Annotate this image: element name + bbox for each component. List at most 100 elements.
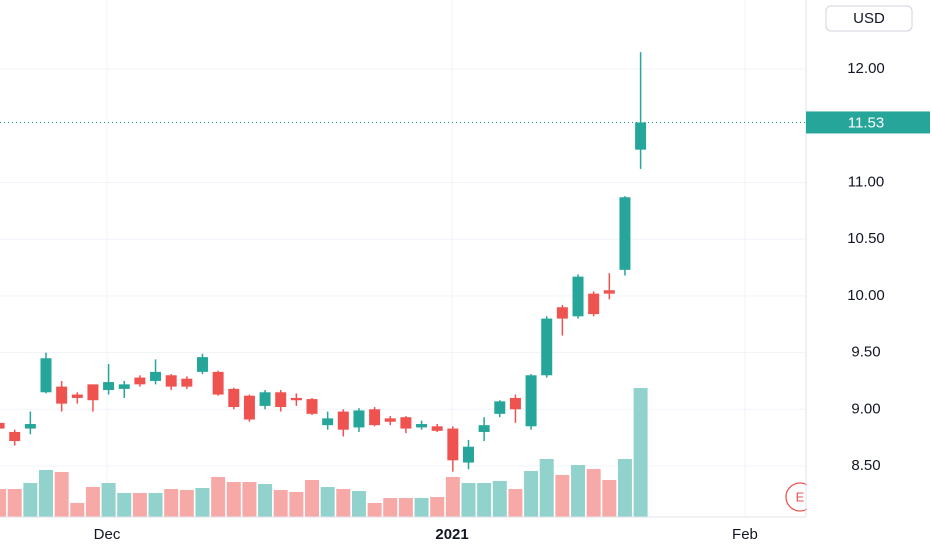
volume-bar bbox=[477, 483, 492, 517]
candle-body bbox=[588, 293, 600, 315]
volume-bar bbox=[23, 483, 38, 517]
candle-body bbox=[134, 377, 146, 385]
volume-bar bbox=[633, 388, 648, 517]
candle-body bbox=[212, 371, 224, 395]
volume-bar bbox=[273, 490, 288, 517]
volume-bar bbox=[617, 459, 632, 517]
x-tick-label: 2021 bbox=[435, 526, 468, 543]
candle-body bbox=[541, 318, 553, 376]
volume-bar bbox=[39, 470, 54, 517]
volume-bar bbox=[195, 488, 210, 517]
candle-body bbox=[0, 422, 5, 429]
volume-bar bbox=[571, 465, 586, 517]
y-tick-label: 10.50 bbox=[847, 230, 885, 247]
axis: 8.50 9.00 9.50 10.00 10.50 11.00 12.00 Dec 2021 F… bbox=[94, 60, 930, 543]
volume-bar bbox=[430, 497, 445, 517]
volume-bar bbox=[524, 471, 539, 517]
volume-bar bbox=[445, 477, 460, 517]
y-tick-label: 9.00 bbox=[851, 400, 880, 417]
volume-bar bbox=[555, 475, 570, 517]
volume-bar bbox=[132, 493, 147, 517]
candle-body bbox=[447, 428, 459, 461]
candle-body bbox=[369, 409, 381, 426]
candle-body bbox=[337, 411, 349, 430]
candle-body bbox=[384, 418, 396, 422]
volume-bar bbox=[211, 477, 226, 517]
candle-body bbox=[243, 395, 255, 420]
currency-label[interactable]: USD bbox=[853, 10, 885, 27]
candle-body bbox=[56, 386, 68, 404]
candle-body bbox=[509, 397, 521, 410]
candle-body bbox=[71, 394, 83, 398]
candle-body bbox=[40, 358, 52, 393]
volume-bar bbox=[398, 498, 413, 517]
volume-bar bbox=[7, 489, 22, 517]
x-tick-label: Feb bbox=[732, 526, 758, 543]
volume-bar bbox=[383, 498, 398, 517]
candle-body bbox=[494, 401, 506, 414]
candle-body bbox=[228, 388, 240, 408]
y-tick-label: 12.00 bbox=[847, 60, 885, 77]
volume-bar bbox=[226, 482, 241, 517]
candle-body bbox=[619, 197, 631, 270]
candle-body bbox=[556, 307, 568, 319]
volume-bar bbox=[461, 483, 476, 517]
volume-bar bbox=[586, 469, 601, 517]
last-price-label: 11.53 bbox=[848, 114, 884, 131]
volume-bar bbox=[305, 480, 320, 517]
candle-body bbox=[306, 399, 318, 414]
candle-body bbox=[9, 431, 21, 442]
candle-body bbox=[478, 425, 490, 432]
volume-bar bbox=[539, 459, 554, 517]
volume-bar bbox=[148, 493, 163, 517]
volume-bar bbox=[242, 482, 257, 517]
y-tick-label: 10.00 bbox=[847, 287, 885, 304]
y-tick-label: 8.50 bbox=[851, 457, 880, 474]
candle-body bbox=[275, 392, 287, 408]
candle-body bbox=[431, 426, 443, 431]
volume-bar bbox=[258, 484, 273, 517]
x-tick-label: Dec bbox=[94, 526, 121, 543]
candle-body bbox=[603, 290, 615, 294]
volume-bar bbox=[289, 492, 304, 517]
candle-body bbox=[572, 276, 584, 317]
grid bbox=[0, 0, 806, 517]
volume-bar bbox=[85, 487, 100, 517]
volume-bar bbox=[320, 487, 335, 517]
y-tick-label: 9.50 bbox=[851, 344, 880, 361]
candle-body bbox=[462, 446, 474, 463]
volume-bar bbox=[351, 491, 366, 517]
candle-body bbox=[87, 384, 99, 401]
candle-body bbox=[400, 417, 412, 429]
earnings-marker-label: E bbox=[796, 489, 805, 504]
candle-body bbox=[525, 375, 537, 427]
volume-bar bbox=[414, 498, 429, 517]
candle-body bbox=[150, 371, 162, 381]
candle-body bbox=[635, 122, 647, 150]
candle-body bbox=[259, 392, 271, 406]
volume-bar bbox=[164, 489, 179, 517]
candle-body bbox=[290, 397, 302, 401]
candle-body bbox=[196, 357, 208, 372]
last-price-box bbox=[806, 111, 930, 134]
plot: E bbox=[0, 52, 932, 517]
currency-box[interactable] bbox=[825, 5, 913, 32]
volume-bar bbox=[0, 489, 7, 517]
volume-bar bbox=[602, 480, 617, 517]
candle-body bbox=[322, 418, 334, 426]
volume-bar bbox=[54, 472, 69, 517]
candle-body bbox=[353, 410, 365, 428]
volume-bar bbox=[508, 489, 523, 517]
y-tick-label: 11.00 bbox=[848, 174, 884, 191]
volume-bar bbox=[336, 489, 351, 517]
volume-bar bbox=[101, 483, 116, 517]
candle-body bbox=[416, 424, 428, 428]
candle-body bbox=[103, 382, 115, 391]
volume-bar bbox=[492, 481, 507, 517]
axis-mask bbox=[807, 470, 932, 517]
volume-bar bbox=[117, 493, 132, 517]
candle-body bbox=[181, 378, 193, 387]
candle-body bbox=[24, 424, 36, 429]
candle-body bbox=[118, 384, 130, 389]
